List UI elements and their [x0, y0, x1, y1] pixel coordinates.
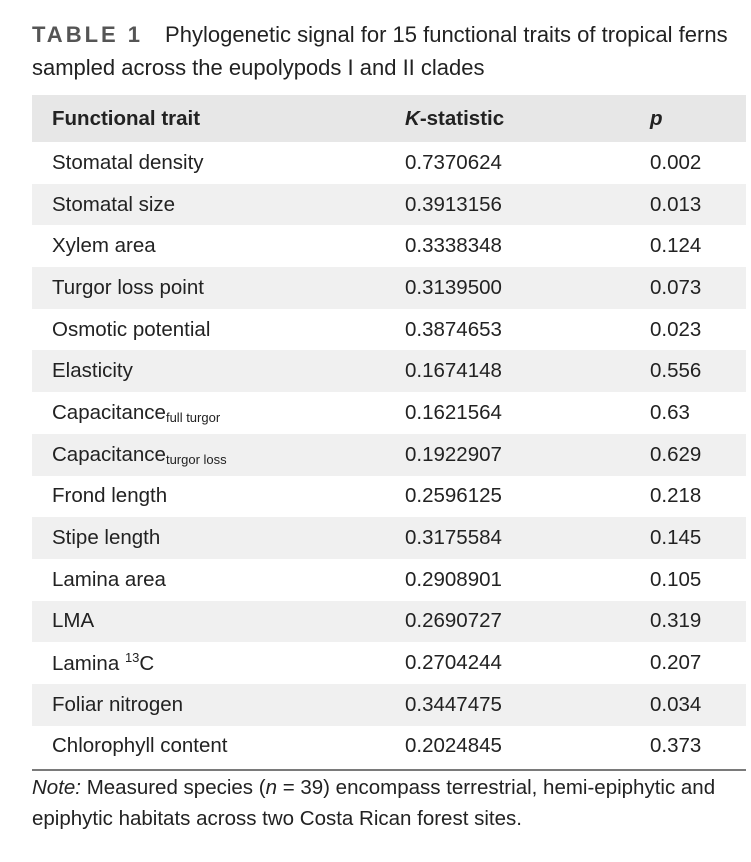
- k-cell: 0.2596125: [405, 484, 502, 508]
- trait-cell: Foliar nitrogen: [52, 692, 184, 716]
- trait-name: Capacitance: [52, 400, 166, 424]
- trait-name: Capacitance: [52, 442, 166, 466]
- p-cell: 0.207: [650, 651, 702, 675]
- p-cell: 0.373: [650, 734, 702, 758]
- trait-cell: Capacitancefull turgor: [32, 401, 385, 425]
- k-cell: 0.3175584: [405, 526, 502, 550]
- trait-cell: Stipe length: [52, 526, 161, 550]
- table-header-row: Functional trait K-statistic p: [32, 95, 746, 142]
- table-row: Stomatal density 0.7370624 0.002: [32, 142, 746, 184]
- table-row: Stipe length 0.3175584 0.145: [32, 517, 746, 559]
- table-note: Note: Measured species (n = 39) encompas…: [32, 772, 747, 834]
- trait-cell: Lamina 13C: [32, 650, 385, 676]
- p-cell: 0.023: [650, 317, 702, 341]
- k-cell: 0.1922907: [405, 442, 502, 466]
- k-cell: 0.2024845: [405, 734, 502, 758]
- k-cell: 0.3338348: [405, 234, 502, 258]
- p-cell: 0.124: [650, 234, 702, 258]
- table-row: Osmotic potential 0.3874653 0.023: [32, 309, 746, 351]
- note-text-2: = 39) encompass terrestrial, hemi-epiphy…: [32, 776, 716, 830]
- header-k-italic: K: [405, 106, 420, 130]
- table-row: Frond length 0.2596125 0.218: [32, 476, 746, 518]
- p-cell: 0.319: [650, 609, 702, 633]
- trait-cell: Xylem area: [52, 234, 156, 258]
- note-label: Note:: [32, 776, 81, 799]
- header-p-italic: p: [650, 106, 663, 130]
- table-bottom-rule: [32, 769, 746, 772]
- p-cell: 0.034: [650, 692, 702, 716]
- p-cell: 0.013: [650, 192, 702, 216]
- p-cell: 0.556: [650, 359, 702, 383]
- table-row: Elasticity 0.1674148 0.556: [32, 350, 746, 393]
- trait-cell: Elasticity: [52, 359, 133, 383]
- k-cell: 0.2908901: [405, 567, 502, 591]
- trait-cell: Lamina area: [52, 567, 166, 591]
- trait-cell: Stomatal size: [52, 192, 176, 216]
- table-row: LMA 0.2690727 0.319: [32, 600, 746, 643]
- trait-cell: Capacitanceturgor loss: [32, 443, 385, 467]
- p-cell: 0.073: [650, 275, 702, 299]
- p-cell: 0.145: [650, 526, 702, 550]
- caption-text: Phylogenetic signal for 15 functional tr…: [32, 22, 728, 80]
- trait-name-suffix: C: [139, 652, 155, 676]
- table-row: Capacitancefull turgor 0.1621564 0.63: [32, 392, 746, 434]
- trait-cell: Chlorophyll content: [52, 734, 228, 758]
- k-cell: 0.7370624: [405, 150, 502, 174]
- note-n: n: [265, 776, 277, 799]
- table-label: TABLE 1: [32, 22, 144, 47]
- k-cell: 0.3139500: [405, 275, 502, 299]
- table-row: Capacitanceturgor loss 0.1922907 0.629: [32, 433, 746, 476]
- trait-cell: Frond length: [52, 484, 168, 508]
- k-cell: 0.1674148: [405, 359, 502, 383]
- p-cell: 0.63: [650, 400, 690, 424]
- k-cell: 0.2704244: [405, 651, 502, 675]
- table-row: Foliar nitrogen 0.3447475 0.034: [32, 683, 746, 726]
- trait-subscript: turgor loss: [165, 451, 227, 467]
- header-k-statistic: K-statistic: [385, 107, 650, 131]
- trait-cell: Osmotic potential: [52, 317, 211, 341]
- p-cell: 0.105: [650, 567, 702, 591]
- table-row: Chlorophyll content 0.2024845 0.373: [32, 726, 746, 768]
- table-row: Xylem area 0.3338348 0.124: [32, 225, 746, 267]
- k-cell: 0.1621564: [405, 400, 502, 424]
- table-row: Turgor loss point 0.3139500 0.073: [32, 267, 746, 309]
- k-cell: 0.3913156: [405, 192, 502, 216]
- p-cell: 0.002: [650, 150, 702, 174]
- p-cell: 0.629: [650, 442, 702, 466]
- header-functional-trait: Functional trait: [52, 106, 201, 130]
- note-text-1: Measured species (: [81, 776, 266, 799]
- data-table: Functional trait K-statistic p Stomatal …: [32, 95, 746, 772]
- k-cell: 0.3874653: [405, 317, 502, 341]
- trait-cell: Turgor loss point: [52, 275, 204, 299]
- trait-cell: LMA: [52, 609, 95, 633]
- trait-subscript: full turgor: [165, 409, 221, 425]
- table-row: Stomatal size 0.3913156 0.013: [32, 183, 746, 226]
- header-p: p: [650, 107, 746, 131]
- k-cell: 0.2690727: [405, 609, 502, 633]
- header-k-rest: -statistic: [419, 106, 505, 130]
- trait-name: Lamina: [52, 652, 125, 676]
- trait-superscript: 13: [124, 650, 140, 666]
- table-row: Lamina 13C 0.2704244 0.207: [32, 642, 746, 684]
- trait-cell: Stomatal density: [52, 150, 204, 174]
- k-cell: 0.3447475: [405, 692, 502, 716]
- table-caption: TABLE 1 Phylogenetic signal for 15 functi…: [32, 18, 744, 84]
- table-row: Lamina area 0.2908901 0.105: [32, 559, 746, 601]
- p-cell: 0.218: [650, 484, 702, 508]
